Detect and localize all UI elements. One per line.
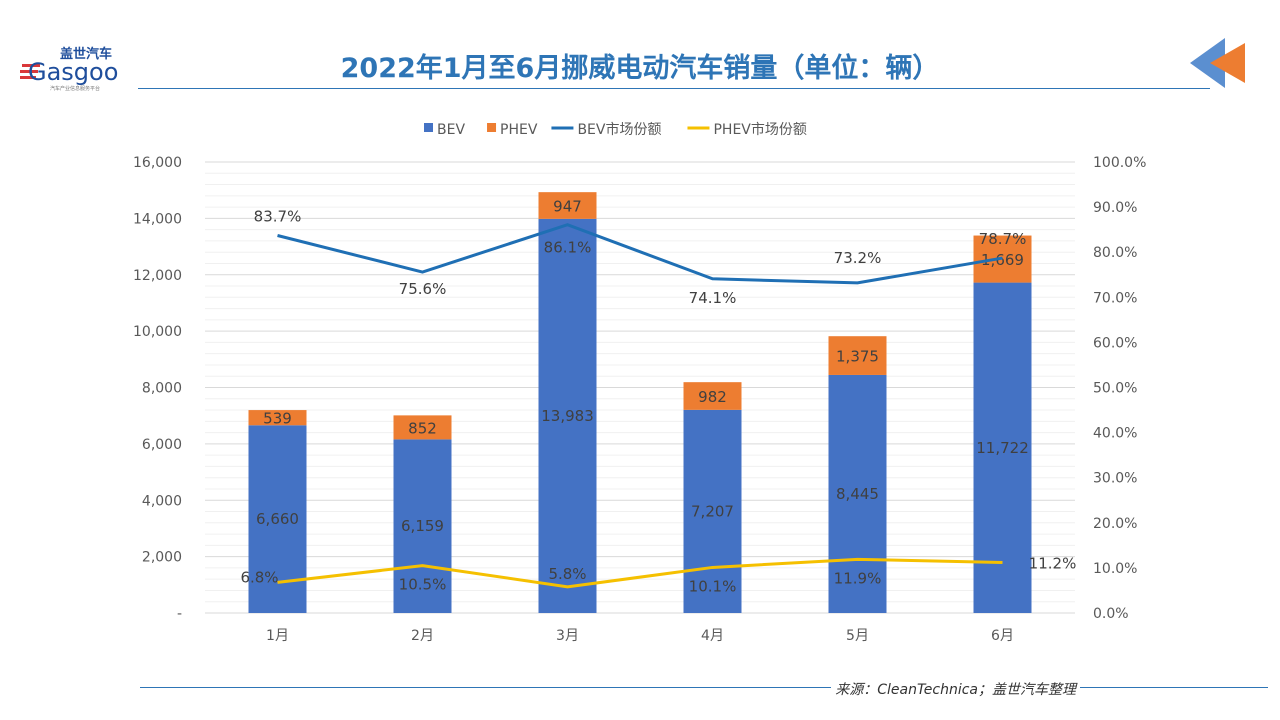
x-tick-label: 6月: [991, 628, 1014, 644]
title-divider: [138, 88, 1210, 89]
line-data-label: 73.2%: [834, 249, 882, 267]
phev-data-label: 852: [408, 419, 437, 437]
y2-tick-label: 10.0%: [1093, 561, 1137, 577]
bev-data-label: 11,722: [976, 439, 1029, 457]
bar-bev: [973, 282, 1032, 613]
logo-en: Gasgoo: [28, 58, 118, 86]
gasgoo-logo: 盖世汽车 Gasgoo 汽车产业信息服务平台: [18, 44, 140, 94]
bev-data-label: 6,159: [401, 517, 444, 535]
y2-tick-label: 60.0%: [1093, 335, 1137, 351]
line-PHEV市场份额: [277, 557, 1003, 589]
logo-tagline: 汽车产业信息服务平台: [50, 85, 100, 92]
x-tick-label: 4月: [701, 628, 724, 644]
line-data-label: 11.2%: [1029, 554, 1077, 572]
bar-phev: [538, 192, 597, 219]
y2-tick-label: 40.0%: [1093, 426, 1137, 442]
line-data-label: 86.1%: [544, 239, 592, 257]
phev-data-label: 1,375: [836, 348, 879, 366]
phev-data-label: 982: [698, 388, 727, 406]
line-data-label: 5.8%: [548, 565, 586, 583]
line-data-label: 10.1%: [689, 577, 737, 595]
legend-label: PHEV: [500, 122, 538, 138]
source-note: 来源：CleanTechnica；盖世汽车整理: [831, 679, 1080, 699]
bev-data-label: 7,207: [691, 502, 734, 520]
line-BEV市场份额: [277, 223, 1003, 285]
bar-bev: [683, 409, 742, 613]
bar-phev: [248, 410, 307, 426]
bar-phev: [393, 415, 452, 440]
x-tick-label: 3月: [556, 628, 579, 644]
y2-tick-label: 30.0%: [1093, 471, 1137, 487]
footer-divider: [140, 687, 1268, 688]
y2-tick-label: 80.0%: [1093, 245, 1137, 261]
y-tick-label: 10,000: [133, 324, 182, 340]
phev-data-label: 539: [263, 410, 292, 428]
phev-data-label: 1,669: [981, 251, 1024, 269]
y-tick-label: 14,000: [133, 211, 182, 227]
y2-tick-label: 0.0%: [1093, 606, 1129, 622]
y2-tick-label: 90.0%: [1093, 200, 1137, 216]
line-data-label: 83.7%: [254, 208, 302, 226]
y-tick-label: 16,000: [133, 155, 182, 171]
line-data-label: 10.5%: [399, 576, 447, 594]
phev-data-label: 947: [553, 198, 582, 216]
page-title: 2022年1月至6月挪威电动汽车销量（单位：辆）: [340, 53, 940, 84]
legend-label: PHEV市场份额: [713, 121, 806, 138]
x-tick-label: 5月: [846, 628, 869, 644]
line-data-label: 78.7%: [979, 230, 1027, 248]
y-tick-label: -: [177, 606, 182, 622]
line-data-label: 6.8%: [240, 568, 278, 586]
y2-tick-label: 50.0%: [1093, 381, 1137, 397]
legend-swatch: [487, 123, 497, 132]
line-data-label: 11.9%: [834, 569, 882, 587]
bev-data-label: 6,660: [256, 510, 299, 528]
y-tick-label: 4,000: [142, 493, 182, 509]
x-tick-label: 2月: [411, 628, 434, 644]
bev-data-label: 8,445: [836, 485, 879, 503]
bar-phev: [828, 336, 887, 375]
bar-bev: [828, 374, 887, 613]
y-tick-label: 8,000: [142, 381, 182, 397]
y-tick-label: 2,000: [142, 550, 182, 566]
logo-cn: 盖世汽车: [60, 46, 112, 62]
arrow-decoration-icon: [1190, 38, 1245, 88]
line-data-label: 74.1%: [689, 289, 737, 307]
y2-tick-label: 20.0%: [1093, 516, 1137, 532]
line-data-label: 75.6%: [399, 280, 447, 298]
y-tick-label: 12,000: [133, 268, 182, 284]
bar-bev: [538, 218, 597, 613]
bev-data-label: 13,983: [541, 407, 594, 425]
legend-swatch: [424, 123, 433, 132]
y2-tick-label: 70.0%: [1093, 290, 1137, 306]
legend-label: BEV: [437, 122, 465, 138]
x-tick-label: 1月: [266, 628, 289, 644]
legend-label: BEV市场份额: [577, 121, 661, 138]
y2-tick-label: 100.0%: [1093, 155, 1146, 171]
y-tick-label: 6,000: [142, 437, 182, 453]
bar-phev: [683, 382, 742, 410]
bar-bev: [393, 439, 452, 613]
